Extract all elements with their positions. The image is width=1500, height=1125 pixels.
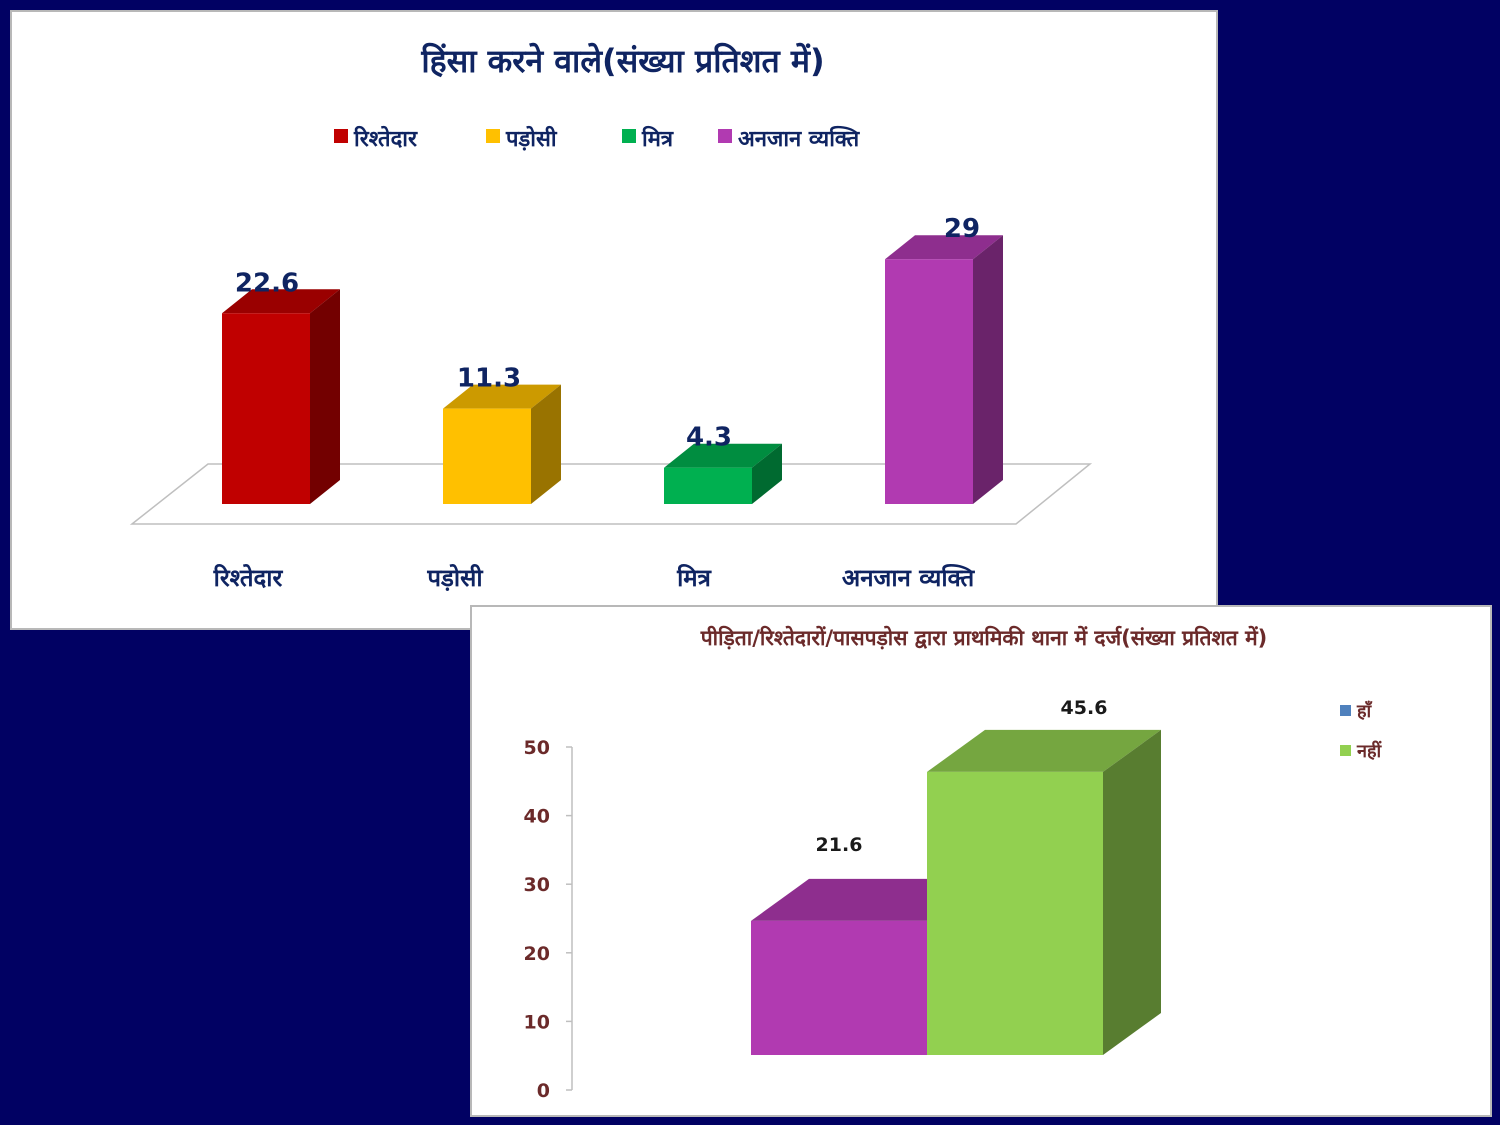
- bar: [443, 384, 561, 504]
- data-label: 11.3: [457, 364, 521, 394]
- bar: [885, 235, 1003, 505]
- category-label: पड़ोसी: [426, 564, 483, 592]
- bar-side: [531, 384, 561, 504]
- bar-top: [927, 729, 1161, 772]
- bar-top: [885, 235, 1003, 260]
- legend-swatch: [1340, 705, 1351, 716]
- bar-front: [443, 408, 531, 504]
- bar-side: [973, 235, 1003, 505]
- bar: [222, 289, 340, 504]
- legend-label: रिश्तेदार: [353, 125, 418, 152]
- y-tick-label: 10: [524, 1011, 550, 1033]
- bar: [927, 729, 1161, 1055]
- data-label: 21.6: [816, 834, 863, 856]
- data-label: 45.6: [1061, 697, 1108, 719]
- legend-swatch: [486, 129, 500, 143]
- chart-panel-perpetrators: हिंसा करने वाले(संख्या प्रतिशत में) रिश्त…: [10, 10, 1218, 630]
- y-tick-label: 0: [537, 1080, 550, 1102]
- fir-chart: पीड़िता/रिश्तेदारों/पासपड़ोस द्वारा प्रा…: [524, 625, 1383, 1102]
- bar-top: [222, 289, 340, 314]
- legend-label: मित्र: [641, 125, 674, 152]
- data-label: 4.3: [686, 423, 732, 453]
- category-label: मित्र: [676, 564, 713, 592]
- chart-title: पीड़िता/रिश्तेदारों/पासपड़ोस द्वारा प्रा…: [700, 625, 1267, 650]
- chart-floor: [129, 463, 1093, 525]
- bar-front: [222, 313, 310, 504]
- bar-top: [751, 878, 985, 921]
- bar-front: [885, 259, 973, 504]
- legend-swatch: [334, 129, 348, 143]
- legend-swatch: [622, 129, 636, 143]
- bar-side: [310, 289, 340, 504]
- bar-front: [664, 467, 752, 504]
- legend-label: पड़ोसी: [505, 125, 558, 152]
- y-tick-label: 30: [524, 874, 550, 896]
- bar-side: [752, 443, 782, 504]
- bar-front: [751, 920, 927, 1055]
- chart-title: हिंसा करने वाले(संख्या प्रतिशत में): [420, 42, 824, 80]
- bar-top: [443, 384, 561, 409]
- legend-label: अनजान व्यक्ति: [738, 125, 861, 152]
- legend: रिश्तेदार पड़ोसी मित्र अनजान व्यक्ति: [334, 125, 861, 152]
- y-tick-label: 40: [524, 806, 550, 828]
- data-label: 29: [944, 214, 980, 244]
- category-label: अनजान व्यक्ति: [842, 564, 976, 592]
- bar: [664, 443, 782, 504]
- bar-front: [927, 771, 1103, 1055]
- y-tick-label: 20: [524, 943, 550, 965]
- bar-top: [664, 443, 782, 468]
- y-tick-label: 50: [524, 737, 550, 759]
- category-label: रिश्तेदार: [213, 564, 284, 592]
- legend: हाँ नहीं: [1340, 700, 1383, 762]
- data-label: 22.6: [235, 268, 299, 298]
- legend-label: हाँ: [1356, 700, 1373, 722]
- bar-side: [1103, 729, 1161, 1055]
- legend-label: नहीं: [1356, 740, 1383, 762]
- legend-swatch: [718, 129, 732, 143]
- legend-swatch: [1340, 745, 1351, 756]
- chart-panel-fir: पीड़िता/रिश्तेदारों/पासपड़ोस द्वारा प्रा…: [470, 605, 1492, 1117]
- perpetrators-chart: हिंसा करने वाले(संख्या प्रतिशत में) रिश्त…: [129, 42, 1093, 592]
